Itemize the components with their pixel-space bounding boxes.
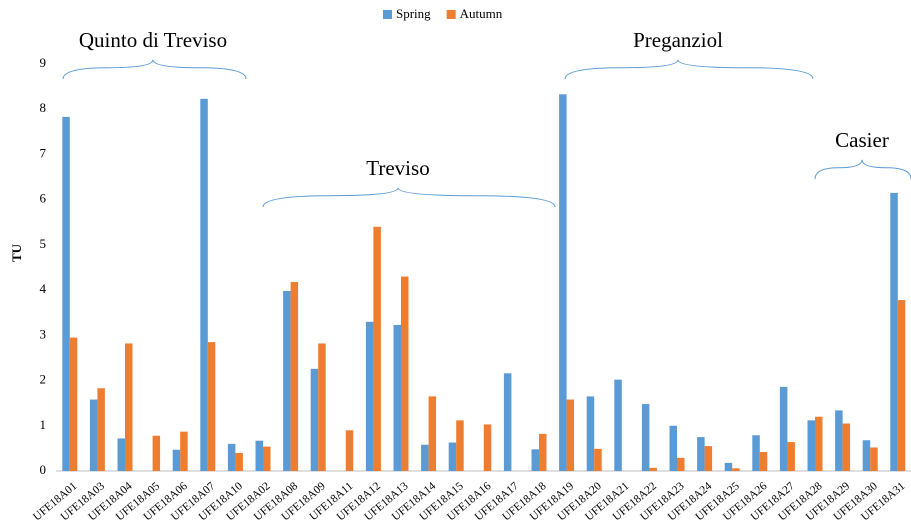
bar bbox=[393, 324, 401, 471]
y-tick-label: 7 bbox=[40, 145, 47, 160]
bar bbox=[401, 276, 409, 471]
bar bbox=[697, 437, 705, 471]
bar bbox=[207, 342, 216, 471]
y-axis-label: TU bbox=[9, 243, 24, 262]
y-tick-label: 5 bbox=[40, 236, 47, 251]
y-tick-label: 1 bbox=[40, 417, 47, 432]
bar bbox=[807, 420, 815, 471]
bar bbox=[448, 442, 457, 471]
brace bbox=[262, 187, 556, 208]
group-label: Treviso bbox=[366, 156, 429, 180]
bar bbox=[614, 379, 622, 471]
brace bbox=[564, 59, 814, 80]
bar bbox=[310, 368, 319, 471]
legend-label: Spring bbox=[396, 6, 431, 21]
bar bbox=[69, 337, 78, 471]
bar bbox=[172, 449, 181, 471]
bar bbox=[373, 226, 381, 471]
bar bbox=[531, 449, 539, 471]
bar bbox=[483, 424, 492, 471]
bar bbox=[318, 343, 326, 471]
bar bbox=[428, 396, 437, 471]
bar bbox=[227, 443, 236, 471]
bar bbox=[97, 388, 105, 471]
bar bbox=[704, 446, 713, 471]
bar bbox=[641, 404, 650, 471]
y-tick-label: 0 bbox=[40, 462, 47, 477]
bar bbox=[842, 423, 851, 471]
bar bbox=[732, 468, 740, 471]
bar bbox=[677, 457, 685, 471]
bar bbox=[779, 386, 788, 471]
bar bbox=[559, 94, 567, 471]
bar bbox=[594, 448, 602, 471]
bar bbox=[263, 446, 271, 471]
group-label: Quinto di Treviso bbox=[79, 28, 227, 52]
bar bbox=[649, 467, 657, 471]
bar bbox=[117, 438, 125, 471]
legend-swatch bbox=[383, 10, 392, 19]
bar bbox=[752, 435, 760, 471]
bar bbox=[365, 321, 374, 471]
bar bbox=[897, 300, 906, 471]
brace bbox=[814, 159, 911, 180]
group-label: Preganziol bbox=[633, 28, 723, 52]
bar bbox=[539, 433, 547, 471]
bar bbox=[456, 420, 464, 471]
y-tick-label: 4 bbox=[40, 281, 47, 296]
bar bbox=[125, 343, 133, 471]
bar bbox=[586, 396, 595, 471]
group-label: Casier bbox=[835, 128, 889, 152]
y-tick-label: 2 bbox=[40, 372, 47, 387]
brace bbox=[62, 59, 247, 80]
bar bbox=[669, 425, 677, 471]
legend-label: Autumn bbox=[460, 6, 503, 21]
bar bbox=[815, 416, 823, 471]
bar bbox=[421, 444, 429, 471]
bar bbox=[180, 431, 188, 471]
bar bbox=[566, 399, 575, 471]
bar bbox=[255, 440, 263, 471]
bar bbox=[890, 192, 898, 471]
bar bbox=[870, 447, 878, 471]
bar bbox=[862, 440, 871, 471]
bar bbox=[89, 399, 98, 471]
bar bbox=[759, 452, 768, 471]
bar bbox=[835, 410, 843, 471]
bar bbox=[62, 116, 70, 471]
y-tick-label: 9 bbox=[40, 55, 47, 70]
y-tick-label: 6 bbox=[40, 191, 47, 206]
bar bbox=[503, 373, 512, 471]
bar bbox=[283, 291, 291, 471]
bar bbox=[200, 98, 208, 472]
bar bbox=[724, 462, 733, 471]
y-tick-label: 3 bbox=[40, 326, 47, 341]
bar bbox=[290, 281, 299, 471]
bar bbox=[235, 452, 243, 471]
bar bbox=[152, 435, 161, 471]
legend-swatch bbox=[446, 10, 456, 19]
bar bbox=[787, 442, 795, 471]
bar bbox=[345, 430, 354, 471]
y-tick-label: 8 bbox=[40, 100, 47, 115]
